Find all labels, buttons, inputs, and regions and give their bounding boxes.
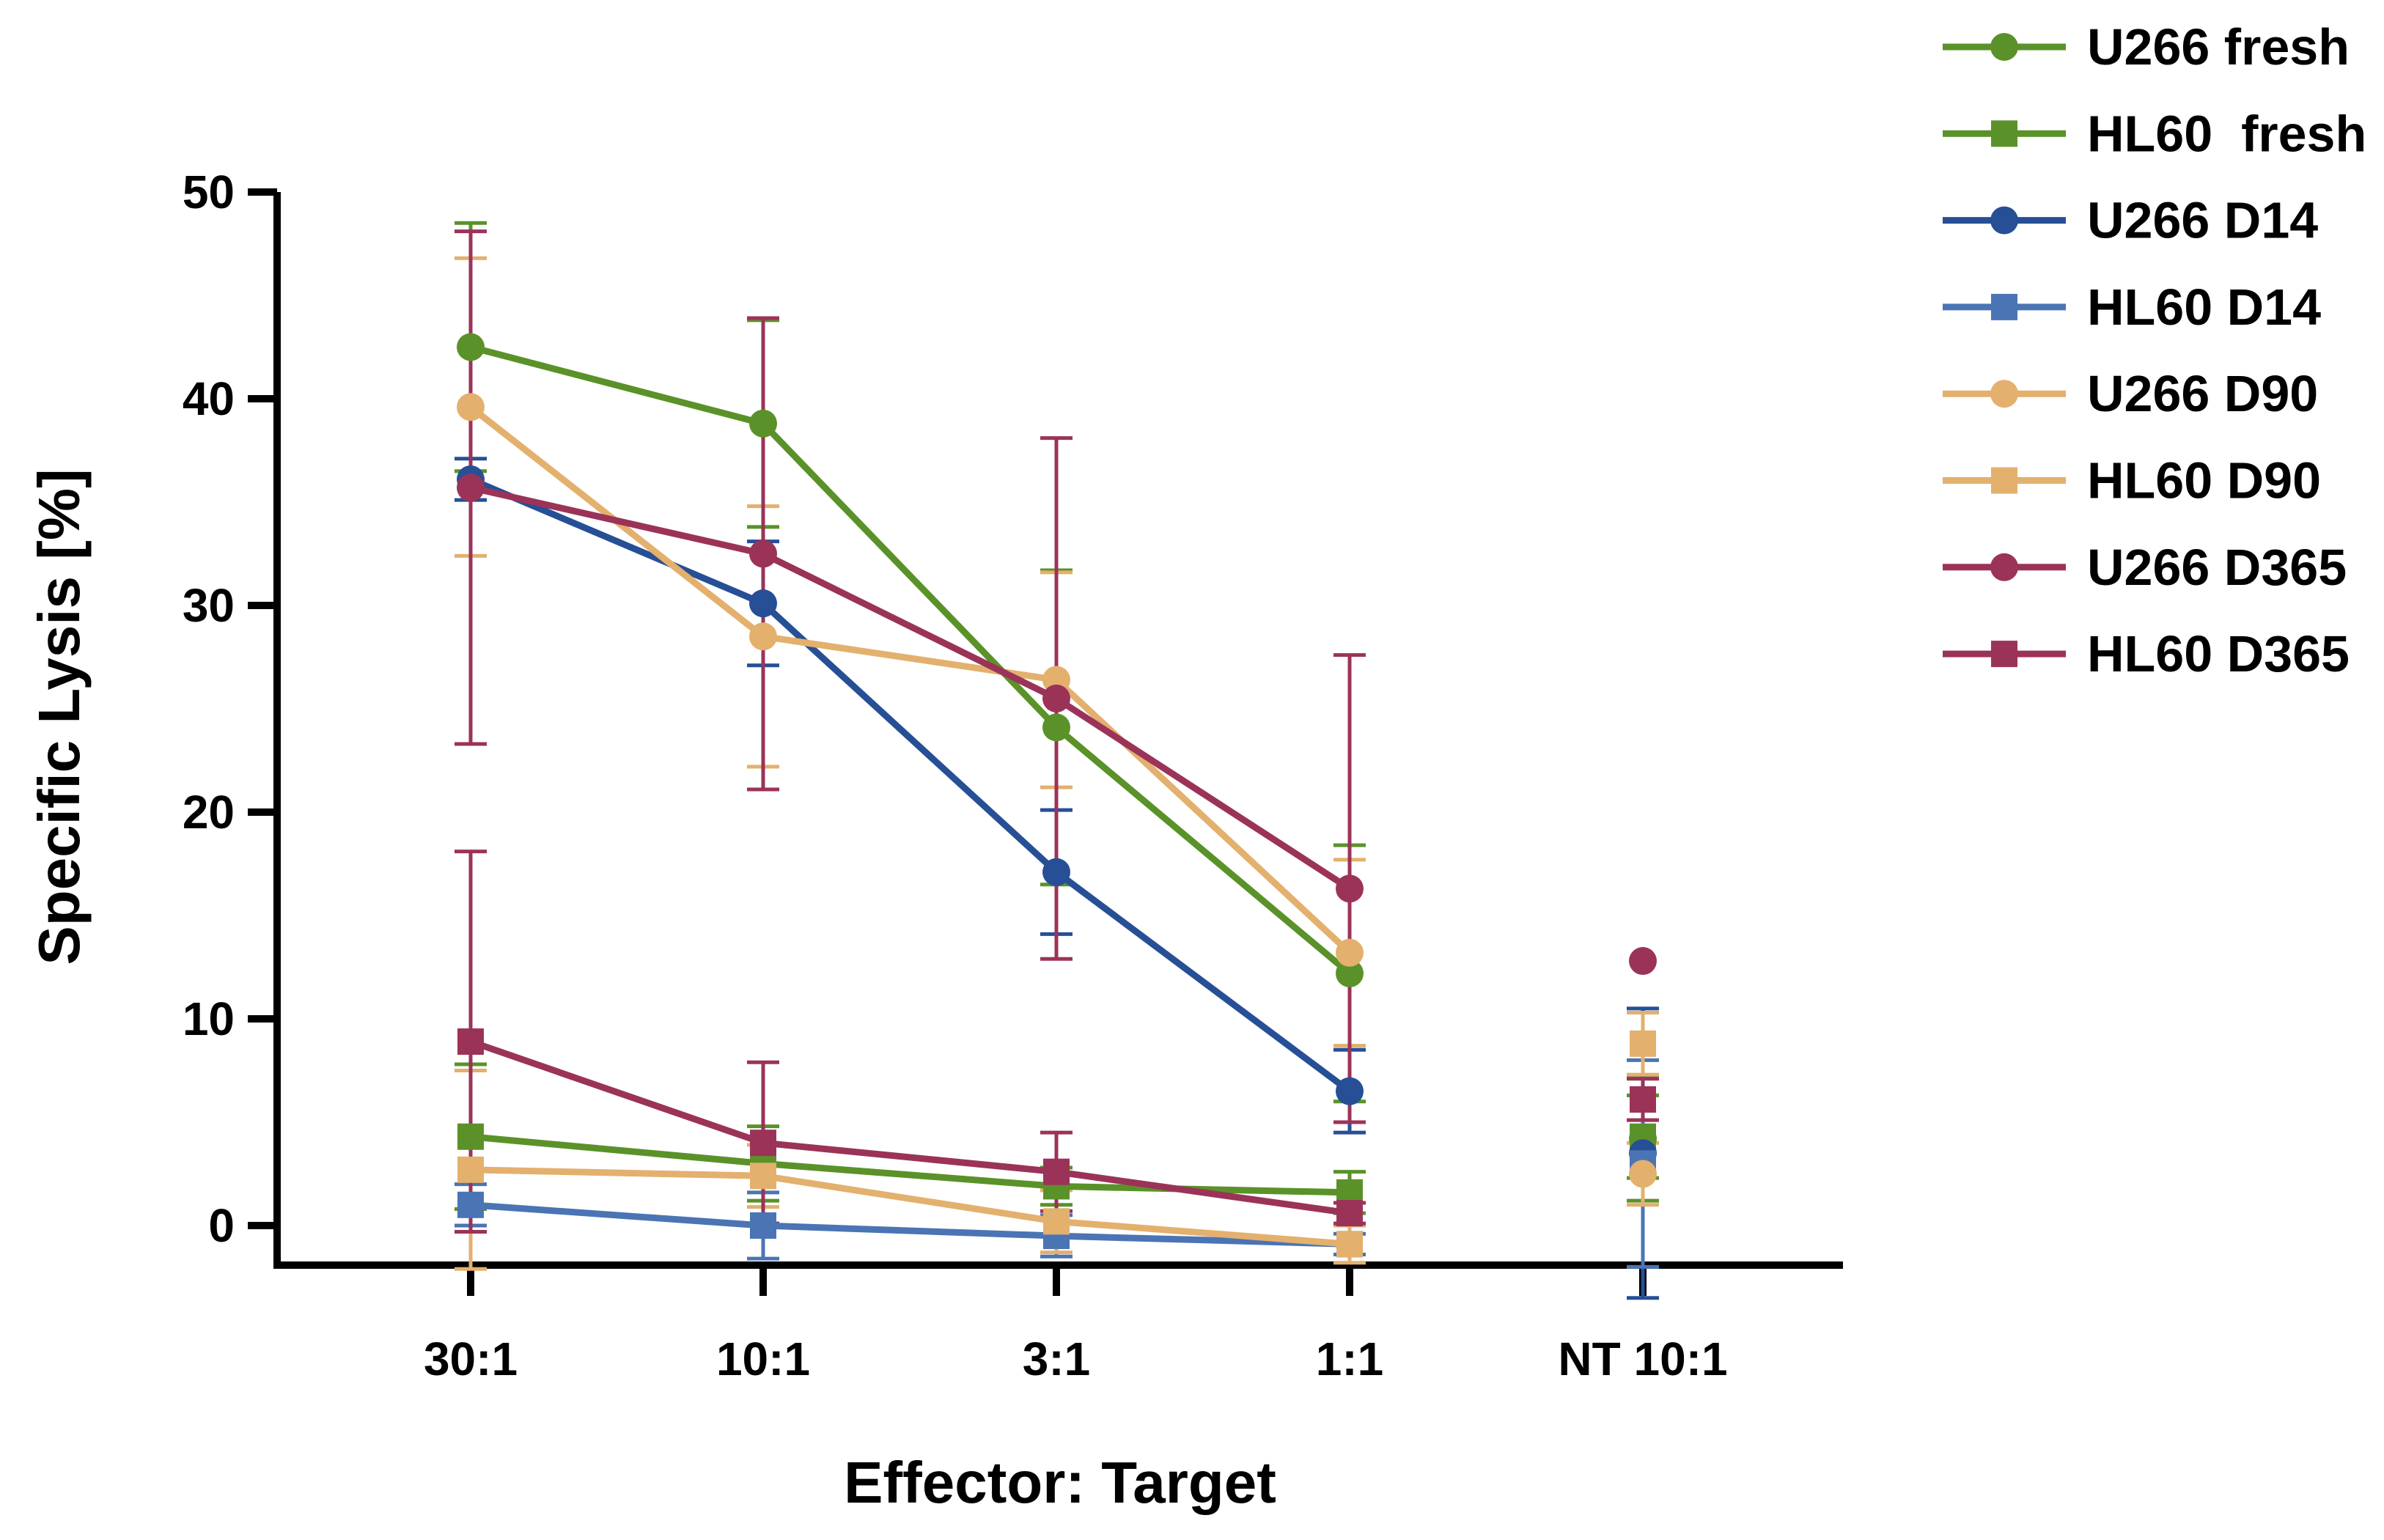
legend-item: HL60 D365 — [1943, 625, 2350, 682]
data-point — [1629, 947, 1657, 976]
markers-group — [457, 333, 1657, 1258]
data-point — [1630, 1030, 1656, 1057]
data-point — [457, 474, 485, 502]
data-point — [750, 1212, 776, 1239]
legend-marker-swatch — [1990, 380, 2018, 408]
series-line — [470, 484, 1352, 892]
legend-marker-swatch — [1991, 467, 2017, 494]
legend-label: HL60 fresh — [2087, 105, 2366, 162]
x-axis-title: Effector: Target — [844, 1450, 1276, 1515]
data-point — [457, 1191, 484, 1218]
data-point — [1629, 1160, 1657, 1188]
legend-label: U266 fresh — [2087, 18, 2350, 75]
legend-item: HL60 D14 — [1943, 279, 2321, 336]
x-tick-label: 10:1 — [716, 1333, 810, 1385]
legend-item: U266 D365 — [1943, 539, 2347, 596]
legend-item: U266 D90 — [1943, 365, 2318, 422]
x-tick-label: NT 10:1 — [1558, 1333, 1727, 1385]
data-point — [749, 409, 777, 438]
series-line — [469, 476, 1352, 1094]
series-line — [470, 1201, 1350, 1248]
y-tick-label: 40 — [183, 372, 235, 425]
data-point — [750, 1130, 776, 1157]
y-tick-label: 20 — [183, 786, 235, 839]
data-point — [457, 1028, 484, 1055]
legend-label: U266 D14 — [2087, 192, 2318, 249]
legend-label: U266 D90 — [2087, 365, 2318, 422]
x-tick-label: 1:1 — [1316, 1333, 1384, 1385]
axes-group: 0 10 20 30 40 50 30:1 10:1 3:1 1:1 NT 10:1 — [183, 166, 1843, 1385]
data-point — [457, 1156, 484, 1183]
series-line — [469, 1038, 1350, 1217]
data-point — [750, 1163, 776, 1190]
legend-marker-swatch — [1991, 293, 2017, 320]
data-point — [1336, 938, 1364, 967]
legend-marker-swatch — [1990, 206, 2018, 235]
data-point — [749, 589, 777, 618]
legend-marker-swatch — [1991, 641, 2017, 668]
legend-item: U266 D14 — [1943, 192, 2318, 249]
error-bars-group — [455, 221, 1659, 1300]
y-tick-label: 0 — [208, 1199, 235, 1252]
data-point — [1042, 713, 1070, 742]
legend: U266 fresh HL60 fresh U266 D14 HL60 D14 U266… — [1943, 18, 2366, 682]
legend-label: HL60 D14 — [2087, 279, 2321, 336]
data-point — [749, 539, 777, 568]
legend-item: HL60 fresh — [1943, 105, 2366, 162]
legend-label: HL60 D365 — [2087, 625, 2350, 682]
data-point — [1042, 858, 1070, 886]
series-line — [469, 344, 1352, 976]
legend-label: U266 D365 — [2087, 539, 2347, 596]
series-lines-group — [468, 344, 1353, 1248]
y-tick-label: 10 — [183, 992, 235, 1045]
data-point — [1336, 959, 1364, 987]
y-axis-title: Specific Lysis [%] — [26, 468, 92, 965]
data-point — [1336, 1077, 1364, 1105]
x-tick-label: 30:1 — [424, 1333, 518, 1385]
legend-label: HL60 D90 — [2087, 452, 2321, 509]
legend-item: U266 fresh — [1943, 18, 2350, 75]
data-point — [1336, 1200, 1363, 1227]
legend-marker-swatch — [1991, 120, 2017, 147]
data-point — [1336, 874, 1364, 903]
data-point — [749, 622, 777, 651]
data-point — [1043, 1158, 1070, 1185]
data-point — [457, 1123, 484, 1150]
series-line — [468, 404, 1353, 956]
data-point — [1042, 684, 1070, 712]
series-line — [470, 1133, 1350, 1196]
legend-marker-swatch — [1990, 33, 2018, 61]
y-tick-label: 30 — [183, 579, 235, 632]
data-point — [1630, 1086, 1656, 1113]
data-point — [457, 333, 485, 361]
data-point — [1043, 1208, 1070, 1235]
x-tick-label: 3:1 — [1023, 1333, 1091, 1385]
legend-item: HL60 D90 — [1943, 452, 2321, 509]
legend-marker-swatch — [1990, 553, 2018, 581]
data-point — [1336, 1231, 1363, 1258]
series-line — [470, 1166, 1350, 1248]
y-tick-label: 50 — [183, 166, 235, 218]
data-point — [457, 393, 485, 421]
